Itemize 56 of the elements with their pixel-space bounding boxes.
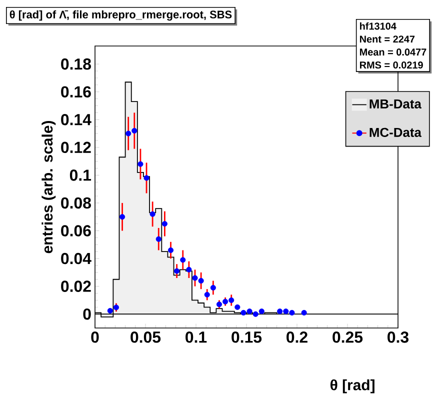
chart-title: θ [rad] of Λ̄, file mbrepro_rmerge.root, SBS <box>10 10 232 21</box>
point <box>240 310 246 316</box>
point <box>144 175 150 181</box>
x-axis-title: θ [rad] <box>330 379 374 394</box>
point <box>198 278 204 284</box>
point <box>168 247 174 253</box>
point <box>174 268 180 274</box>
y-tick-label: 0.1 <box>70 170 92 181</box>
point <box>234 304 240 310</box>
x-tick-label: 0.3 <box>388 332 408 343</box>
y-tick-label: 0.12 <box>61 142 91 154</box>
text: hf13104 <box>360 22 396 30</box>
y-tick-label: 0.06 <box>61 225 91 236</box>
annotation: RMS = 0.0219 <box>360 62 423 69</box>
x-tick-label: 0.05 <box>130 332 161 343</box>
x-tick-label: 0.25 <box>332 332 363 343</box>
legend-label: MB-Data <box>370 99 422 109</box>
point <box>283 308 289 314</box>
point <box>246 308 252 314</box>
legend-label: MC-Data <box>370 128 422 137</box>
point <box>107 308 113 314</box>
x-tick-label: 0.2 <box>286 332 308 343</box>
point <box>301 310 307 316</box>
x-tick-label: 0 <box>91 332 99 343</box>
point <box>132 128 138 134</box>
y-tick-label: 0.08 <box>61 197 91 209</box>
point <box>150 211 156 217</box>
x-tick-label: 0.1 <box>186 332 207 343</box>
point <box>192 275 198 281</box>
point <box>252 311 258 317</box>
point <box>180 257 186 263</box>
y-tick-label: 0.04 <box>61 252 92 264</box>
y-tick-label: 0.16 <box>61 86 91 98</box>
y-tick-label: 0.18 <box>61 58 91 70</box>
point <box>162 221 168 227</box>
point <box>119 214 126 220</box>
y-tick-label: 0 <box>83 308 91 320</box>
annotation: Mean = 0.0477 <box>360 48 426 56</box>
point <box>289 310 295 316</box>
y-axis-title: entries (arb. scale) <box>42 121 56 254</box>
point <box>204 292 210 298</box>
point <box>113 304 119 310</box>
point <box>258 308 264 314</box>
point <box>277 308 283 314</box>
point <box>186 266 192 272</box>
y-tick-label: 0.14 <box>61 114 92 126</box>
point <box>126 130 132 136</box>
text: Nent = 2247 <box>360 36 415 43</box>
point <box>216 302 222 308</box>
x-tick-label: 0.15 <box>232 332 262 343</box>
point <box>210 284 216 291</box>
point <box>222 298 228 304</box>
point <box>138 161 144 167</box>
point <box>156 236 162 242</box>
point <box>228 297 234 304</box>
y-tick-label: 0.02 <box>61 280 91 292</box>
